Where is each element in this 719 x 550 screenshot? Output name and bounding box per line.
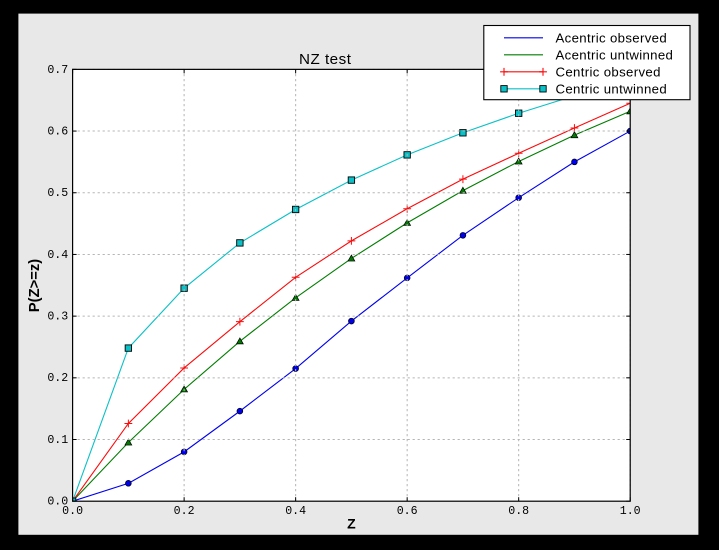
svg-text:Centric observed: Centric observed: [556, 65, 661, 80]
svg-text:0.2: 0.2: [47, 372, 68, 385]
svg-text:0.0: 0.0: [62, 505, 83, 518]
svg-text:0.6: 0.6: [397, 505, 418, 518]
svg-text:1.0: 1.0: [620, 505, 641, 518]
svg-text:0.6: 0.6: [47, 125, 68, 138]
svg-text:0.4: 0.4: [47, 249, 68, 262]
svg-text:0.0: 0.0: [47, 496, 68, 509]
svg-text:0.3: 0.3: [47, 311, 68, 324]
svg-text:Centric untwinned: Centric untwinned: [556, 82, 668, 97]
svg-text:0.1: 0.1: [47, 434, 68, 447]
svg-text:0.4: 0.4: [285, 505, 306, 518]
svg-text:NZ test: NZ test: [299, 51, 352, 68]
svg-text:Z: Z: [347, 516, 356, 532]
svg-text:0.7: 0.7: [47, 64, 68, 77]
svg-text:P(Z>=z): P(Z>=z): [27, 259, 43, 313]
svg-text:0.8: 0.8: [508, 505, 529, 518]
svg-text:0.5: 0.5: [47, 187, 68, 200]
svg-text:0.2: 0.2: [174, 505, 195, 518]
svg-text:Acentric untwinned: Acentric untwinned: [556, 48, 674, 63]
svg-text:Acentric observed: Acentric observed: [556, 31, 668, 46]
